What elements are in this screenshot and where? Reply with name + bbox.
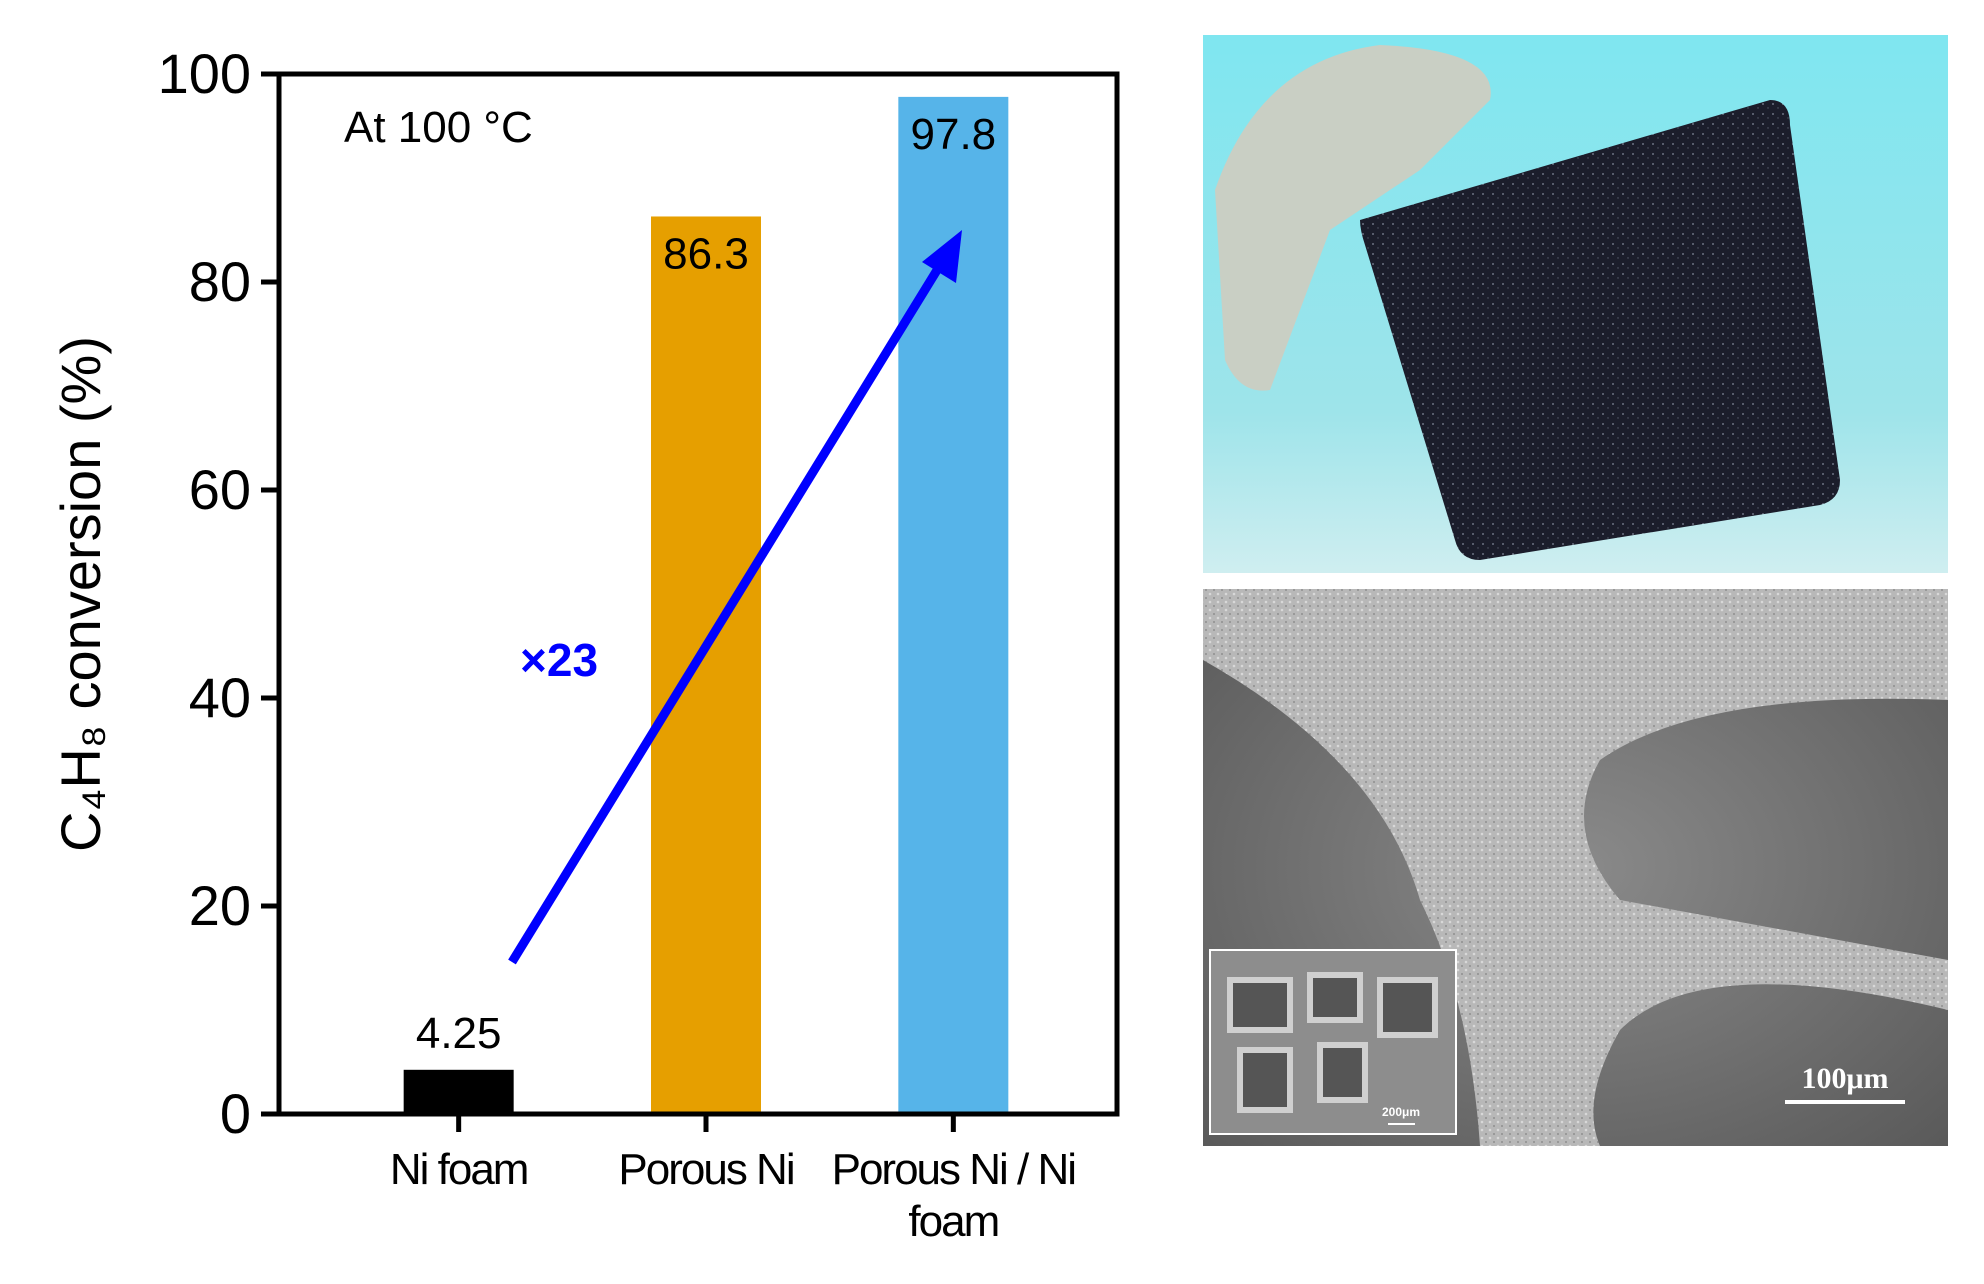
- y-tick-label: 80: [189, 250, 251, 313]
- y-tick-label: 100: [158, 42, 251, 105]
- x-tick-label: Porous Ni: [618, 1145, 795, 1194]
- value-label: 97.8: [911, 110, 997, 159]
- y-tick-label: 20: [189, 874, 251, 937]
- x-tick-label: Ni foam: [389, 1145, 530, 1194]
- arrow-head: [922, 230, 962, 283]
- arrow-label: ×23: [520, 634, 598, 686]
- annotation: At 100 °C: [344, 103, 533, 152]
- y-tick-label: 40: [189, 666, 251, 729]
- sem-scale-label: 100μm: [1802, 1062, 1889, 1095]
- y-tick-label: 60: [189, 458, 251, 521]
- plot-frame: [276, 71, 1120, 1117]
- sem-image: 200μm 100μm: [1203, 589, 1948, 1146]
- y-axis-label: C₄H₈ conversion (%): [49, 336, 112, 852]
- bar: [651, 216, 761, 1115]
- photo: [1203, 35, 1948, 573]
- x-tick-label: Porous Ni / Ni foam: [831, 1145, 1077, 1246]
- y-tick-label: 0: [220, 1082, 251, 1145]
- value-label: 86.3: [663, 229, 749, 278]
- trend-arrow: [508, 259, 946, 965]
- value-label: 4.25: [416, 1009, 502, 1058]
- bar: [403, 1069, 514, 1114]
- inset-scale-label: 200μm: [1382, 1105, 1420, 1119]
